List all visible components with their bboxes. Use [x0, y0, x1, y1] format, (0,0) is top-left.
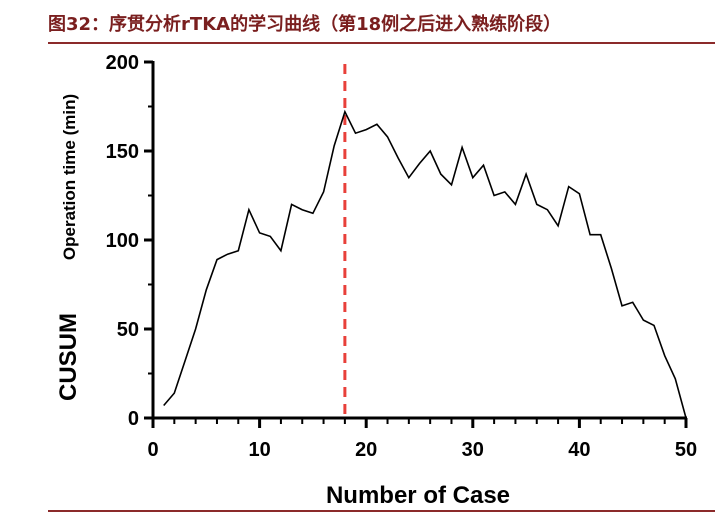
- y-tick-label: 200: [106, 52, 139, 74]
- y-axis-title-main: CUSUM: [55, 313, 82, 401]
- y-tick-label: 50: [117, 319, 139, 341]
- x-tick-label: 0: [147, 439, 158, 461]
- ticks: 0 50 100 150 200 0 10 20 30 40 50: [106, 52, 698, 461]
- axes: [151, 61, 687, 420]
- y-tick-label: 100: [106, 230, 139, 252]
- y-axis-title-sub: Operation time (min): [60, 94, 79, 260]
- title-rule: [48, 42, 715, 44]
- x-tick-label: 50: [675, 439, 697, 461]
- x-axis-title: Number of Case: [326, 482, 510, 509]
- x-tick-label: 20: [355, 439, 377, 461]
- x-tick-label: 40: [568, 439, 590, 461]
- x-tick-label: 10: [248, 439, 270, 461]
- x-tick-label: 30: [462, 439, 484, 461]
- y-tick-label: 150: [106, 141, 139, 163]
- y-tick-label: 0: [128, 408, 139, 430]
- bottom-rule: [48, 510, 715, 512]
- series-line: [163, 109, 687, 419]
- figure-title: 图32：序贯分析rTKA的学习曲线（第18例之后进入熟练阶段）: [48, 14, 562, 35]
- series-group: [163, 109, 687, 419]
